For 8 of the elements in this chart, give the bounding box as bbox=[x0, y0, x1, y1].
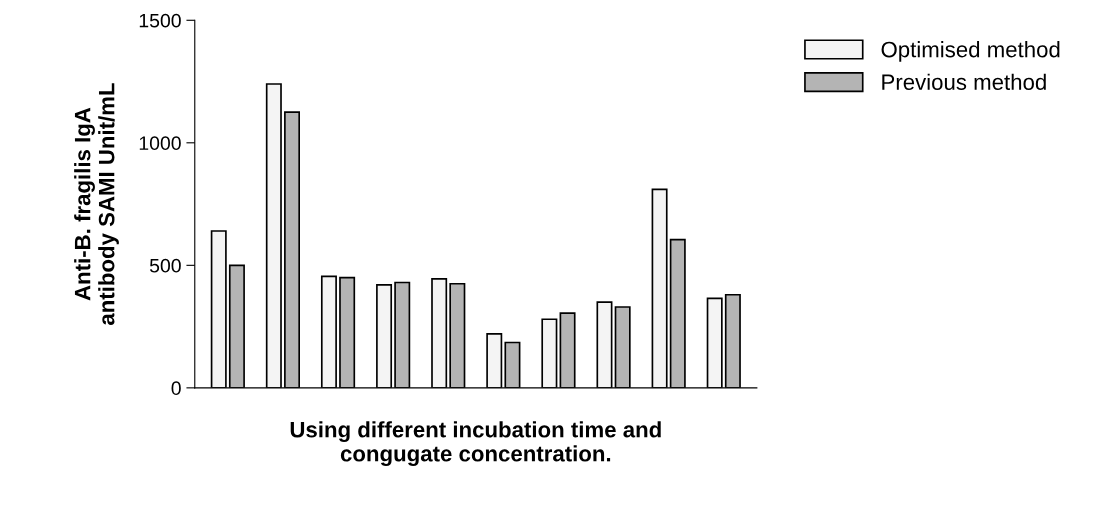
y-tick-label: 0 bbox=[171, 381, 181, 396]
legend-label: Previous method bbox=[882, 73, 1046, 90]
legend-label: Optimised method bbox=[881, 41, 1060, 62]
y-tick-label: 1500 bbox=[139, 13, 181, 28]
y-tick-label: 500 bbox=[149, 258, 181, 273]
x-axis-title: Using different incubation time and congugate concentration. bbox=[290, 421, 661, 467]
y-axis-title: Anti-B. fragilis IgA antibody SAMI Unit/mL bbox=[74, 83, 119, 326]
y-tick-label: 1000 bbox=[139, 136, 181, 151]
